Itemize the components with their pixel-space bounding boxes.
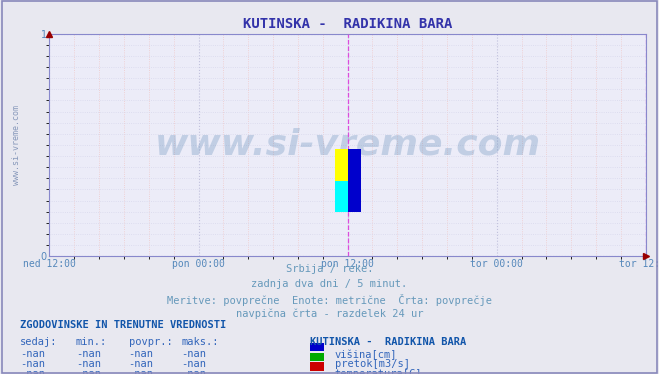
Text: -nan: -nan — [129, 349, 154, 359]
Text: Meritve: povprečne  Enote: metrične  Črta: povprečje: Meritve: povprečne Enote: metrične Črta:… — [167, 294, 492, 306]
Text: -nan: -nan — [181, 369, 206, 374]
Text: min.:: min.: — [76, 337, 107, 347]
Text: -nan: -nan — [20, 359, 45, 369]
Text: -nan: -nan — [129, 369, 154, 374]
Text: povpr.:: povpr.: — [129, 337, 172, 347]
Text: -nan: -nan — [76, 349, 101, 359]
Text: -nan: -nan — [20, 349, 45, 359]
Bar — [348, 149, 360, 212]
Title: KUTINSKA -  RADIKINA BARA: KUTINSKA - RADIKINA BARA — [243, 17, 452, 31]
Text: -nan: -nan — [20, 369, 45, 374]
Bar — [335, 181, 348, 212]
Text: -nan: -nan — [76, 359, 101, 369]
Text: www.si-vreme.com: www.si-vreme.com — [12, 105, 21, 185]
Text: -nan: -nan — [129, 359, 154, 369]
Text: KUTINSKA -  RADIKINA BARA: KUTINSKA - RADIKINA BARA — [310, 337, 466, 347]
Text: maks.:: maks.: — [181, 337, 219, 347]
Text: -nan: -nan — [76, 369, 101, 374]
Text: zadnja dva dni / 5 minut.: zadnja dva dni / 5 minut. — [251, 279, 408, 289]
Text: -nan: -nan — [181, 349, 206, 359]
Text: Srbija / reke.: Srbija / reke. — [286, 264, 373, 274]
Text: višina[cm]: višina[cm] — [335, 349, 397, 360]
Text: temperatura[C]: temperatura[C] — [335, 369, 422, 374]
Text: www.si-vreme.com: www.si-vreme.com — [155, 128, 540, 162]
Bar — [335, 149, 348, 181]
Text: navpična črta - razdelek 24 ur: navpična črta - razdelek 24 ur — [236, 309, 423, 319]
Text: ZGODOVINSKE IN TRENUTNE VREDNOSTI: ZGODOVINSKE IN TRENUTNE VREDNOSTI — [20, 320, 226, 330]
Text: pretok[m3/s]: pretok[m3/s] — [335, 359, 410, 369]
Text: -nan: -nan — [181, 359, 206, 369]
Text: sedaj:: sedaj: — [20, 337, 57, 347]
